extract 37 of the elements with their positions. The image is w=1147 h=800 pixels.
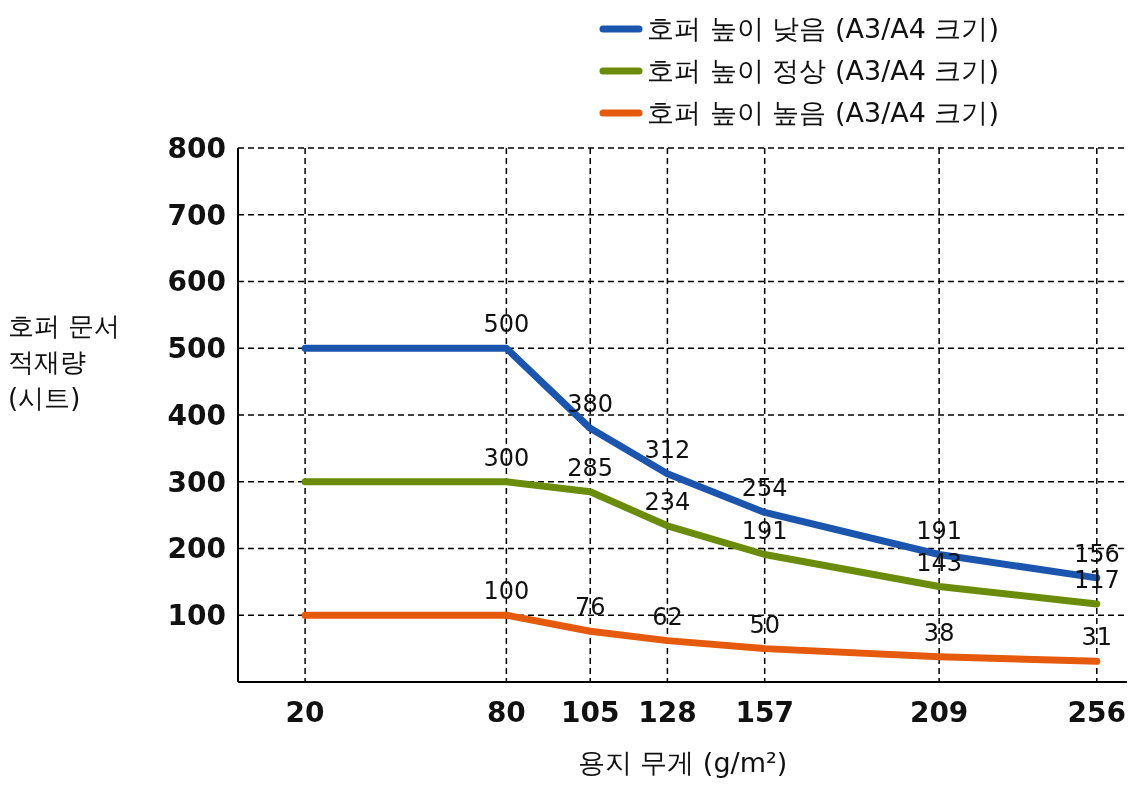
y-tick-label: 500 xyxy=(167,332,226,366)
y-tick-label: 600 xyxy=(167,265,226,299)
x-tick-label: 157 xyxy=(735,695,794,729)
y-tick-label: 400 xyxy=(167,398,226,432)
x-tick-label: 256 xyxy=(1067,695,1127,729)
y-tick-label: 200 xyxy=(167,532,226,566)
y-tick-label: 100 xyxy=(167,599,226,633)
y-axis-title: 호퍼 문서 적재량 (시트) xyxy=(8,310,122,415)
data-label: 50 xyxy=(749,610,780,639)
data-label: 191 xyxy=(916,516,963,545)
data-label: 76 xyxy=(574,593,606,622)
x-tick-label: 80 xyxy=(486,695,526,729)
data-label: 62 xyxy=(652,602,683,631)
data-label: 156 xyxy=(1073,539,1120,568)
x-tick-label: 105 xyxy=(561,695,620,729)
data-label: 312 xyxy=(644,435,691,464)
data-label: 117 xyxy=(1073,565,1120,594)
data-label: 254 xyxy=(741,474,788,503)
data-label: 38 xyxy=(923,618,955,647)
data-label: 234 xyxy=(644,487,691,516)
y-tick-label: 300 xyxy=(167,465,226,499)
data-label: 191 xyxy=(741,516,788,545)
x-tick-label: 209 xyxy=(909,695,969,729)
data-label: 143 xyxy=(916,548,963,577)
data-label: 100 xyxy=(483,577,530,606)
data-label: 500 xyxy=(483,310,530,339)
x-tick-label: 20 xyxy=(285,695,325,729)
legend-label: 호퍼 높이 정상 (A3/A4 크기) xyxy=(647,54,999,88)
data-label: 31 xyxy=(1081,623,1113,652)
x-tick-label: 128 xyxy=(638,695,697,729)
y-tick-label: 700 xyxy=(167,198,226,232)
x-axis-title: 용지 무게 (g/m²) xyxy=(577,747,788,778)
legend-label: 호퍼 높이 높음 (A3/A4 크기) xyxy=(647,96,999,130)
y-tick-label: 800 xyxy=(167,131,226,165)
data-label: 300 xyxy=(483,443,530,472)
data-label: 285 xyxy=(567,453,614,482)
legend-label: 호퍼 높이 낮음 (A3/A4 크기) xyxy=(647,12,999,46)
